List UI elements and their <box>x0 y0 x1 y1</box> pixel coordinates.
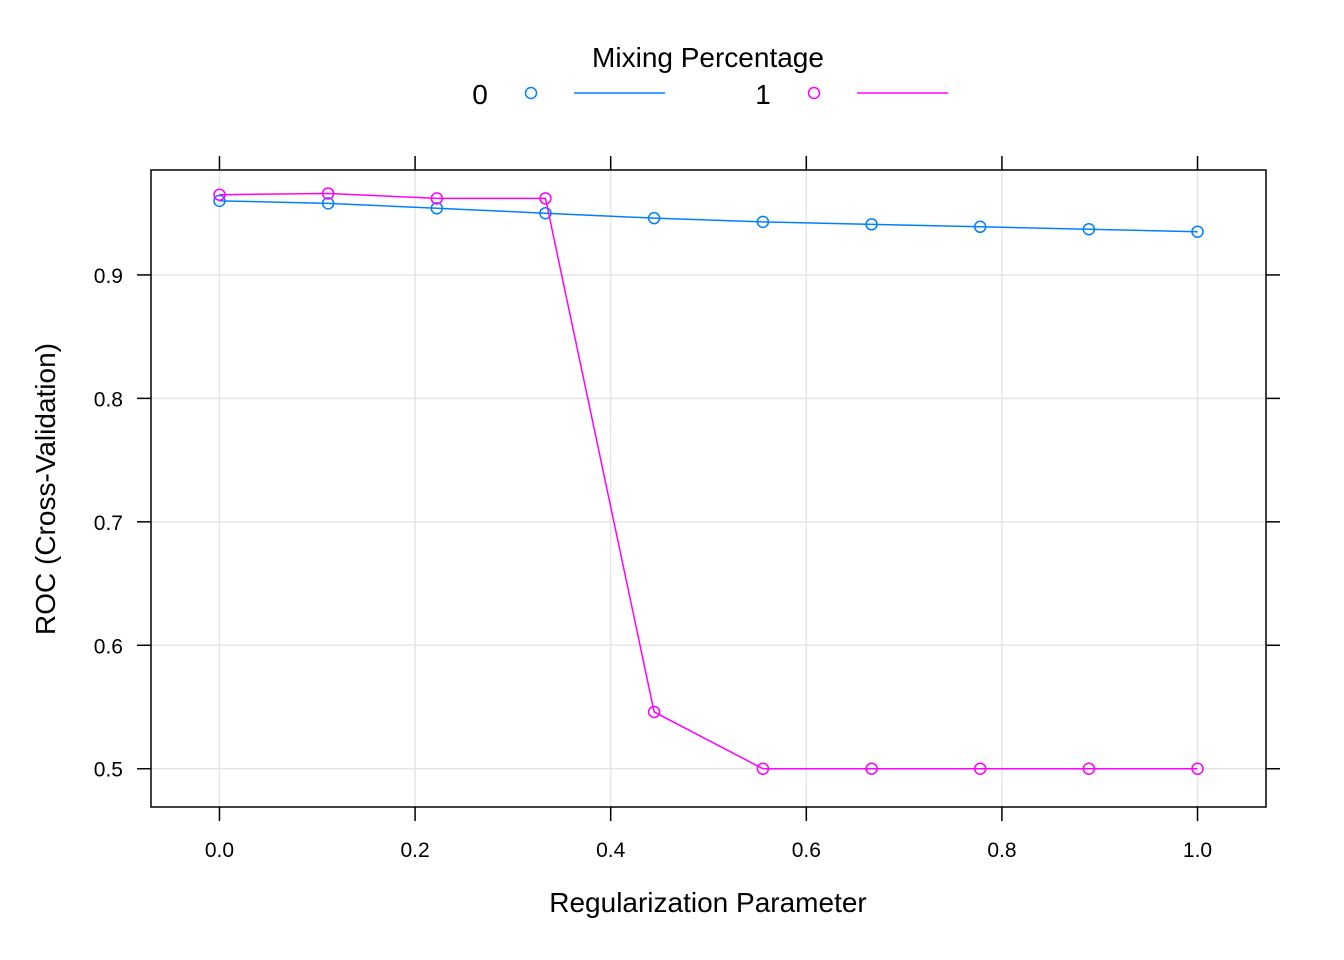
series-0-point <box>647 211 661 225</box>
series-1-point <box>213 188 226 201</box>
legend-label-1: 1 <box>755 79 771 110</box>
grid-lines <box>151 170 1266 807</box>
series-0-point <box>973 220 987 234</box>
legend-marker-0 <box>524 86 538 100</box>
series-1-point <box>973 762 987 775</box>
series-1-line <box>219 192 1198 770</box>
y-tick-label: 0.9 <box>94 265 123 288</box>
series-0-point <box>865 218 878 231</box>
x-tick-label: 0.2 <box>400 839 429 862</box>
series-0-point <box>1082 223 1096 236</box>
series-0-point <box>756 215 770 229</box>
x-tick-label: 0.6 <box>792 839 821 862</box>
x-tick-label: 0.4 <box>596 839 626 862</box>
series-1-point <box>865 762 878 775</box>
series-1-point <box>756 762 770 775</box>
y-axis-label: ROC (Cross-Validation) <box>30 343 61 635</box>
legend-marker-1 <box>807 86 821 100</box>
series-1-point <box>430 192 444 205</box>
y-tick-label: 0.7 <box>94 512 123 535</box>
x-tick-label: 0.0 <box>205 839 234 862</box>
series-1-point <box>321 187 335 200</box>
plot-frame <box>150 169 1267 808</box>
series-1-point <box>539 192 552 205</box>
series-1-point <box>647 705 661 719</box>
series-0-point <box>321 197 335 210</box>
series-layer <box>213 187 1204 775</box>
series-0-point <box>539 206 552 220</box>
axis-ticks: 0.0 0.2 0.4 0.6 0.8 1.0 0.5 0.6 0.7 0.8 0.9 <box>94 156 1280 862</box>
series-0-line <box>219 200 1198 233</box>
series-1-point <box>1082 762 1096 775</box>
x-axis-label: Regularization Parameter <box>549 887 867 918</box>
y-tick-label: 0.6 <box>94 635 123 658</box>
y-tick-label: 0.8 <box>94 388 123 411</box>
series-0-point <box>213 194 226 208</box>
series-0-point <box>430 202 444 215</box>
x-tick-label: 0.8 <box>987 839 1016 862</box>
legend-title: Mixing Percentage <box>592 42 824 73</box>
x-tick-label: 1.0 <box>1183 839 1212 862</box>
series-1-point <box>1191 762 1204 775</box>
legend-label-0: 0 <box>472 79 488 110</box>
y-tick-label: 0.5 <box>94 759 123 782</box>
series-0-point <box>1191 225 1204 238</box>
